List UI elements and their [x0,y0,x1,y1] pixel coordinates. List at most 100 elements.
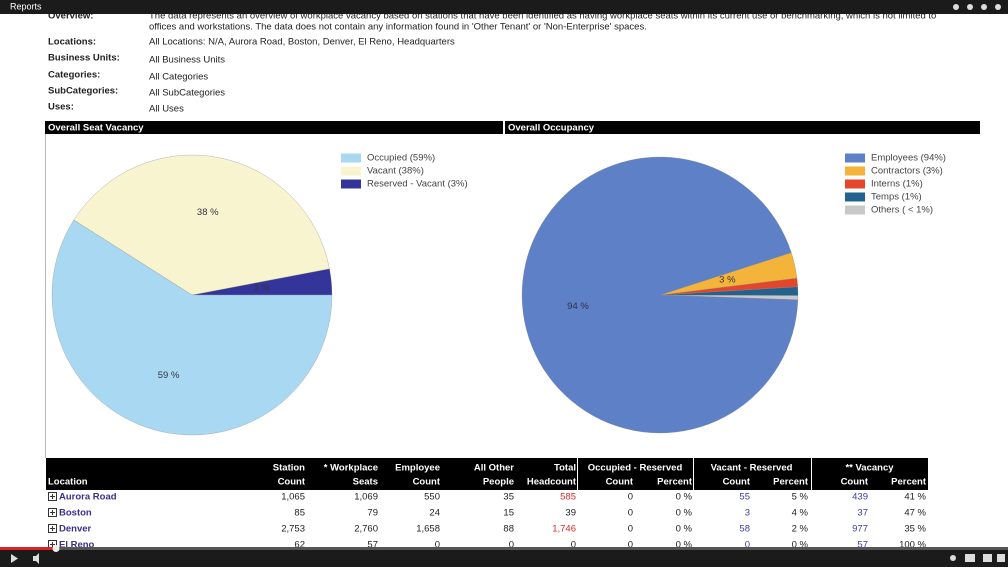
section-title: Overall Occupancy [508,123,595,134]
table-cell: 100 % [899,540,926,551]
table-cell: 1,658 [416,524,440,535]
column-header: * Workplace [324,463,378,474]
progress-handle[interactable] [52,545,60,552]
table-cell: 0 [571,540,576,551]
column-header: Total [554,463,576,474]
table-cell: 35 % [904,524,926,535]
legend-label: Occupied (59%) [367,153,435,164]
filter-value: All Uses [149,104,184,115]
window-title: Reports [10,1,42,11]
location-link[interactable]: Aurora Road [59,492,117,503]
table-cell: 39 [565,508,576,519]
filter-label: Categories: [48,70,100,81]
table-cell: 0 % [676,508,693,519]
filter-label: SubCategories: [48,86,118,97]
group-header: Vacant - Reserved [711,463,793,474]
location-link[interactable]: Denver [59,524,92,535]
table-cell: 0 [628,540,633,551]
table-cell: 41 % [904,492,926,503]
table-cell: 85 [294,508,305,519]
filter-label: Business Units: [48,53,120,64]
table-cell: 15 [503,508,514,519]
player-controls [0,547,1008,567]
report: Overview: The data represents an overview… [45,11,980,551]
column-header: Count [413,477,441,488]
table-cell: 47 % [904,508,926,519]
legend-label: Temps (1%) [871,192,922,203]
overview-text: offices and workstations. The data does … [149,22,647,33]
column-header: Percent [891,477,927,488]
pie-slice [521,156,799,434]
table-header [46,458,928,490]
table-cell: 5 % [792,492,809,503]
overview-text: The data represents an overview of workp… [149,11,936,22]
column-header: Seats [353,477,378,488]
table-cell: 585 [560,492,576,503]
table-cell: 3 [745,508,750,519]
section-title: Overall Seat Vacancy [48,123,144,134]
table-cell: 2 % [792,524,809,535]
legend-swatch [341,166,361,176]
legend-swatch [341,179,361,189]
filter-label: Uses: [48,102,74,113]
filter-label: Locations: [48,37,96,48]
table-cell: 0 [745,540,750,551]
table-cell: 57 [857,540,868,551]
legend-swatch [845,153,865,163]
table-cell: 0 [628,508,633,519]
legend-label: Others ( < 1%) [871,205,933,216]
location-link[interactable]: El Reno [59,540,95,551]
player-icons[interactable] [950,554,1005,562]
table-cell: 57 [367,540,378,551]
filter-value: All Categories [149,72,208,83]
legend-label: Vacant (38%) [367,166,424,177]
top-bar [0,0,1008,14]
table-cell: 62 [294,540,305,551]
column-header: Count [723,477,751,488]
filter-label: Overview: [48,11,93,22]
column-header: Percent [657,477,693,488]
expand-plus [50,510,55,515]
column-header: Count [841,477,869,488]
table-cell: 0 % [792,540,809,551]
table-cell: 550 [424,492,440,503]
section-header [505,121,980,134]
progress-played [0,547,56,550]
column-header: Station [273,463,305,474]
volume-button[interactable] [33,553,39,564]
expand-plus [50,494,55,499]
location-link[interactable]: Boston [59,508,92,519]
table-cell: 1,746 [552,524,576,535]
legend-swatch [845,192,865,202]
filter-value: All Business Units [149,55,225,66]
filter-value: All SubCategories [149,88,225,99]
table-cell: 0 % [676,524,693,535]
legend-label: Employees (94%) [871,153,946,164]
expand-plus [50,526,55,531]
column-header: Employee [395,463,440,474]
legend-swatch [845,179,865,189]
progress-track[interactable] [0,547,1008,550]
table-cell: 0 [509,540,514,551]
section-header [45,121,503,134]
table-cell: 0 [628,524,633,535]
table-cell: 2,760 [354,524,378,535]
table-cell: 35 [503,492,514,503]
table-cell: 0 % [676,540,693,551]
table-cell: 79 [367,508,378,519]
table-cell: 88 [503,524,514,535]
pie-slice [73,154,330,296]
table-cell: 4 % [792,508,809,519]
column-header: Count [606,477,634,488]
table-cell: 0 [435,540,440,551]
legend-label: Reserved - Vacant (3%) [367,179,468,190]
play-button[interactable] [11,554,18,563]
slice-label: 38 % [197,207,219,218]
filter-value: All Locations: N/A, Aurora Road, Boston,… [149,37,455,48]
column-header: Location [48,477,88,488]
pie-slice [51,219,333,436]
table-cell: 37 [857,508,868,519]
top-icons[interactable] [953,4,1001,10]
slice-label: 3 % [254,283,271,294]
table-cell: 1,069 [354,492,378,503]
